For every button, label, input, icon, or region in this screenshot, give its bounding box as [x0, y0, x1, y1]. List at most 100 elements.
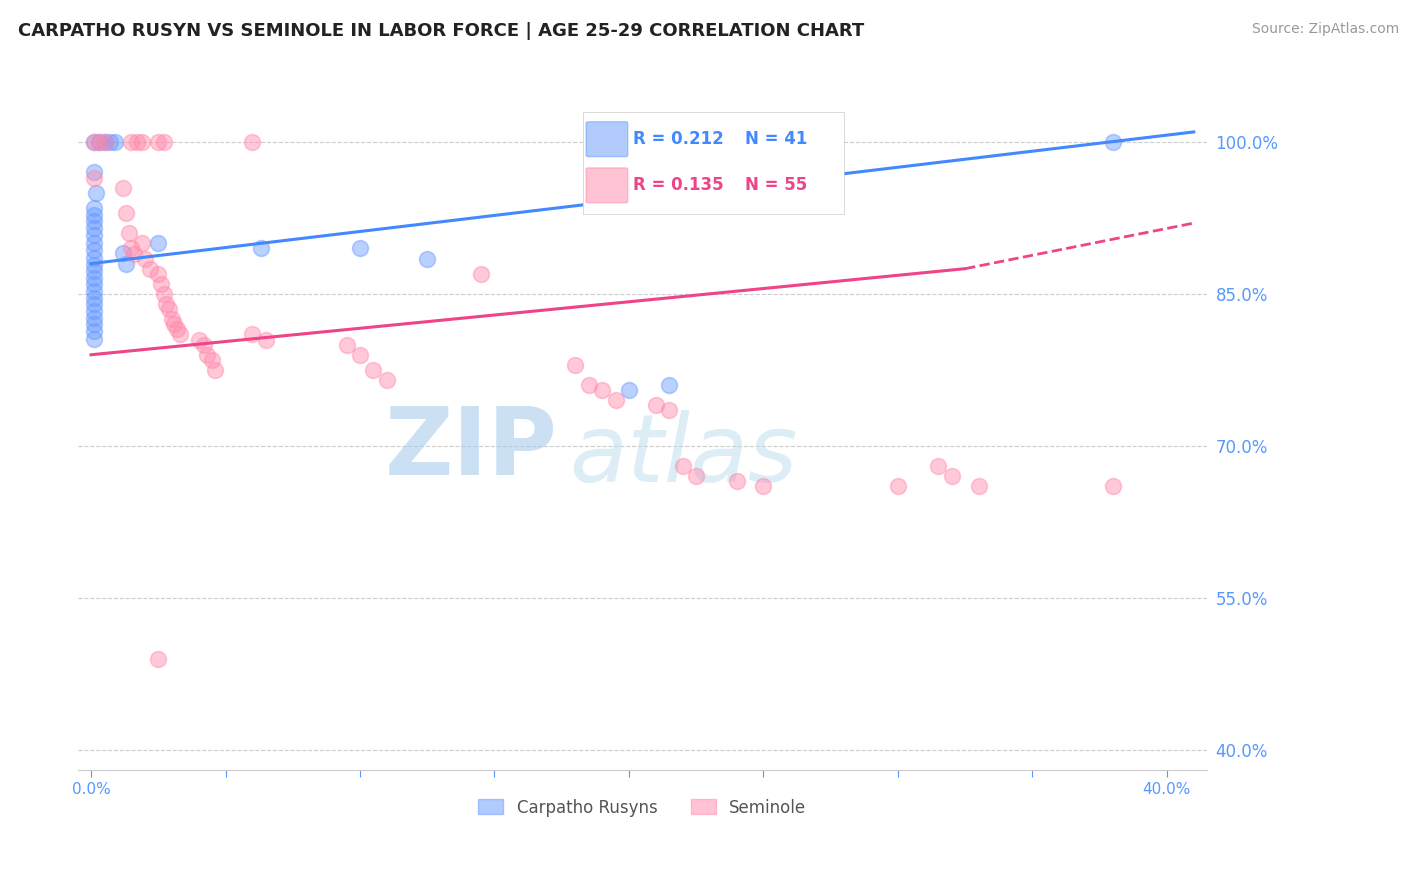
- Point: [120, 241, 142, 255]
- Point: [83, 291, 105, 305]
- Point: [617, 383, 640, 397]
- Point: [155, 297, 177, 311]
- Text: R = 0.135: R = 0.135: [633, 177, 724, 194]
- Point: [112, 246, 135, 260]
- Point: [98, 135, 121, 149]
- Text: N = 55: N = 55: [745, 177, 807, 194]
- Point: [83, 304, 105, 318]
- Point: [195, 348, 218, 362]
- Point: [363, 363, 385, 377]
- Point: [83, 165, 105, 179]
- Point: [157, 302, 180, 317]
- Text: N = 41: N = 41: [745, 130, 807, 148]
- Point: [336, 337, 359, 351]
- Point: [193, 337, 215, 351]
- Point: [83, 258, 105, 272]
- Point: [148, 236, 170, 251]
- Point: [115, 257, 138, 271]
- Point: [152, 287, 174, 301]
- Point: [83, 311, 105, 326]
- Point: [148, 135, 170, 149]
- Point: [416, 252, 439, 266]
- Point: [254, 333, 277, 347]
- Point: [150, 277, 173, 291]
- Point: [470, 267, 492, 281]
- Point: [242, 327, 264, 342]
- Point: [169, 327, 191, 342]
- Text: CARPATHO RUSYN VS SEMINOLE IN LABOR FORCE | AGE 25-29 CORRELATION CHART: CARPATHO RUSYN VS SEMINOLE IN LABOR FORC…: [18, 22, 865, 40]
- Point: [120, 135, 142, 149]
- Point: [83, 221, 105, 235]
- Point: [83, 135, 105, 149]
- Point: [249, 241, 271, 255]
- Point: [83, 170, 105, 185]
- Point: [967, 479, 990, 493]
- Point: [125, 135, 148, 149]
- Point: [83, 332, 105, 346]
- Point: [83, 318, 105, 332]
- Point: [1102, 479, 1125, 493]
- Point: [93, 135, 115, 149]
- Point: [83, 208, 105, 222]
- Point: [927, 459, 949, 474]
- Point: [131, 236, 153, 251]
- Point: [201, 352, 224, 367]
- Point: [89, 135, 111, 149]
- Text: ZIP: ZIP: [385, 402, 558, 495]
- Point: [148, 651, 170, 665]
- Point: [672, 459, 695, 474]
- Point: [83, 251, 105, 265]
- Point: [139, 261, 162, 276]
- Point: [134, 252, 156, 266]
- Point: [349, 241, 371, 255]
- Point: [83, 236, 105, 251]
- FancyBboxPatch shape: [586, 168, 627, 202]
- Point: [564, 358, 586, 372]
- Legend: Carpatho Rusyns, Seminole: Carpatho Rusyns, Seminole: [472, 792, 813, 823]
- Point: [86, 186, 108, 200]
- Point: [83, 270, 105, 285]
- Point: [644, 398, 666, 412]
- Text: Source: ZipAtlas.com: Source: ZipAtlas.com: [1251, 22, 1399, 37]
- Point: [752, 479, 775, 493]
- Point: [83, 325, 105, 339]
- Point: [578, 378, 600, 392]
- Point: [83, 201, 105, 215]
- Point: [591, 383, 613, 397]
- Point: [122, 247, 145, 261]
- Point: [166, 322, 188, 336]
- Text: R = 0.212: R = 0.212: [633, 130, 724, 148]
- Point: [83, 244, 105, 258]
- Point: [83, 228, 105, 243]
- Point: [187, 333, 209, 347]
- Point: [658, 378, 681, 392]
- Point: [83, 277, 105, 291]
- Point: [83, 214, 105, 228]
- Point: [83, 284, 105, 298]
- Point: [148, 267, 170, 281]
- Point: [83, 135, 105, 149]
- Point: [1102, 135, 1125, 149]
- Point: [93, 135, 115, 149]
- Point: [204, 363, 226, 377]
- Point: [118, 226, 141, 240]
- Point: [725, 475, 748, 489]
- Point: [941, 469, 963, 483]
- Point: [115, 206, 138, 220]
- Point: [131, 135, 153, 149]
- Point: [89, 135, 111, 149]
- Point: [112, 180, 135, 194]
- Point: [83, 263, 105, 277]
- Point: [349, 348, 371, 362]
- Point: [104, 135, 127, 149]
- Point: [242, 135, 264, 149]
- Point: [160, 312, 183, 326]
- FancyBboxPatch shape: [586, 122, 627, 157]
- Point: [658, 403, 681, 417]
- Point: [83, 297, 105, 311]
- Point: [887, 479, 910, 493]
- Text: atlas: atlas: [569, 410, 797, 501]
- Point: [163, 318, 186, 332]
- Point: [152, 135, 174, 149]
- Point: [685, 469, 707, 483]
